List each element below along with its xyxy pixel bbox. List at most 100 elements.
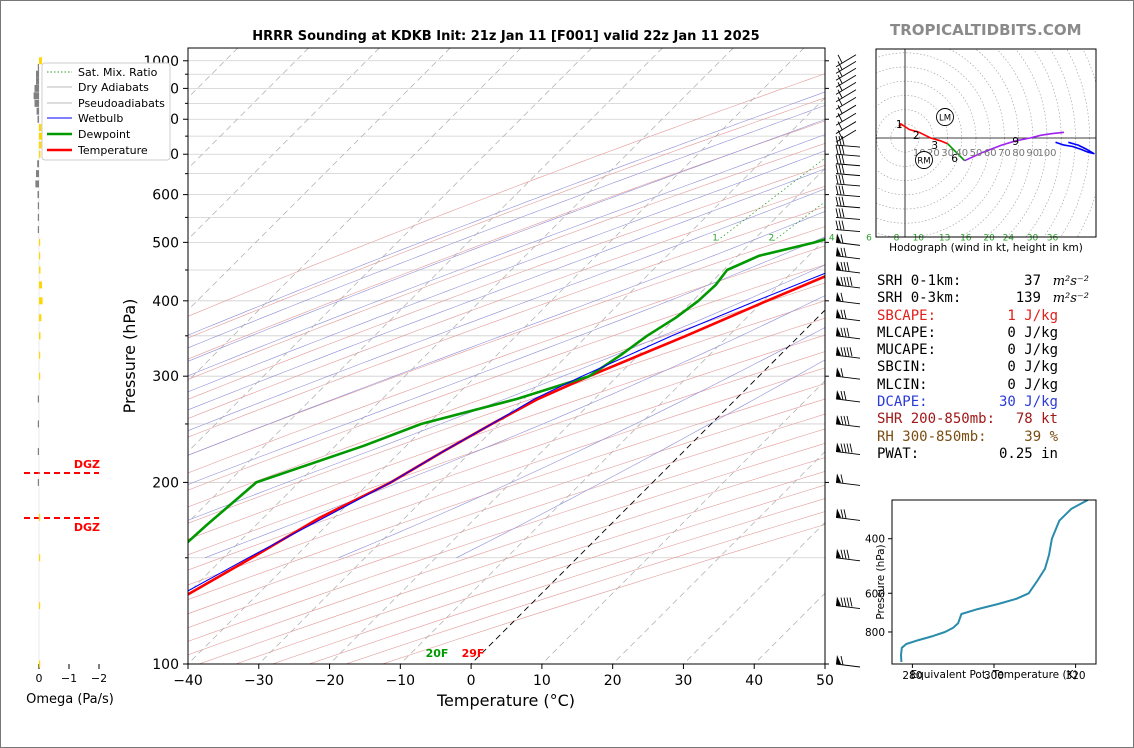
barb-flag bbox=[840, 234, 844, 244]
barb-flag bbox=[837, 89, 843, 98]
parameter-label: SHR 200-850mb: bbox=[877, 411, 996, 428]
storm-motion-marker bbox=[915, 151, 933, 169]
theta-y-tick-label: 800 bbox=[865, 627, 885, 639]
dry-adiabat bbox=[188, 282, 825, 508]
wind-barb bbox=[835, 326, 861, 340]
moist-adiabat bbox=[188, 211, 825, 456]
wind-barb bbox=[835, 260, 861, 274]
barb-flag bbox=[843, 509, 847, 519]
storm-motion-label: LM bbox=[939, 114, 951, 124]
theta-y-tick-label: 600 bbox=[865, 588, 885, 600]
barb-pennant bbox=[836, 246, 841, 256]
hodo-ring-label: 90 bbox=[1026, 148, 1039, 159]
hodograph-caption: Hodograph (wind in kt, height in km) bbox=[889, 242, 1083, 254]
omega-bar bbox=[37, 202, 39, 210]
isotherm bbox=[188, 48, 522, 382]
moist-adiabat bbox=[188, 264, 825, 521]
hodo-trace bbox=[898, 123, 948, 145]
legend-label: Wetbulb bbox=[78, 112, 123, 125]
parameter-label: SBCIN: bbox=[877, 359, 928, 376]
barb-staff bbox=[835, 398, 861, 403]
moist-adiabat bbox=[456, 359, 825, 559]
wind-barb bbox=[835, 61, 857, 74]
barb-flag bbox=[841, 208, 845, 218]
y-tick-label: 100 bbox=[152, 657, 179, 673]
barb-flag bbox=[846, 443, 850, 453]
dgz-label: DGZ bbox=[74, 521, 100, 534]
dry-adiabat bbox=[188, 383, 825, 600]
moist-adiabat bbox=[188, 150, 825, 393]
barb-pennant bbox=[836, 414, 841, 424]
omega-bar bbox=[39, 297, 43, 305]
isotherm bbox=[470, 309, 825, 664]
omega-bar bbox=[39, 351, 41, 359]
barb-flag bbox=[838, 174, 842, 185]
storm-motion-label: RM bbox=[917, 157, 930, 167]
mixing-ratio-label: 16 bbox=[960, 233, 972, 243]
parameter-row: SBCIN: 0 J/kg bbox=[877, 359, 1097, 376]
wind-barbs bbox=[835, 54, 861, 668]
omega-bar bbox=[39, 150, 41, 158]
barb-flag bbox=[843, 597, 847, 607]
barb-staff bbox=[835, 481, 861, 486]
barb-pennant bbox=[836, 367, 841, 377]
theta-e-ticks: 280 300 320 400 600 800 bbox=[865, 534, 1086, 682]
isotherm bbox=[683, 521, 825, 664]
theta-e-ylabel: Pressure (hPa) bbox=[875, 544, 887, 619]
hodo-ring-label: 100 bbox=[1037, 148, 1056, 159]
barb-staff bbox=[835, 144, 861, 148]
hodo-height-label: 6 bbox=[951, 153, 958, 165]
barb-flag bbox=[841, 220, 845, 230]
barb-flag bbox=[841, 135, 845, 146]
wind-barb bbox=[835, 275, 861, 289]
hodo-trace bbox=[1055, 141, 1095, 155]
mixing-ratio-label: 24 bbox=[1003, 233, 1015, 243]
barb-flag bbox=[843, 327, 847, 337]
parameter-value: 139 bbox=[1015, 290, 1041, 307]
barb-staff bbox=[835, 284, 861, 289]
omega-bar bbox=[39, 660, 41, 668]
mixing-ratio-label: 8 bbox=[894, 233, 900, 243]
skewt-ylabel: Pressure (hPa) bbox=[120, 299, 139, 414]
omega-panel: DGZ DGZ 0 −1 −2 Omega (Pa/s) bbox=[24, 57, 114, 707]
mixing-ratio-line bbox=[771, 201, 825, 243]
barb-pennant bbox=[836, 596, 841, 606]
mixing-ratio-line bbox=[1033, 48, 1134, 242]
barb-flag bbox=[837, 68, 843, 77]
dry-adiabat bbox=[188, 164, 825, 400]
barb-flag bbox=[843, 415, 847, 426]
wind-barb bbox=[835, 508, 861, 521]
omega-bar bbox=[37, 226, 39, 234]
parameter-label: MLCAPE: bbox=[877, 324, 937, 341]
dry-adiabat bbox=[188, 398, 825, 615]
omega-bar bbox=[33, 92, 39, 100]
barb-flag bbox=[846, 261, 850, 272]
wind-barb bbox=[835, 121, 857, 134]
mixing-ratio-label: 13 bbox=[939, 233, 950, 243]
omega-tick-label: −1 bbox=[61, 672, 77, 685]
barb-flag bbox=[841, 185, 845, 195]
theta-y-tick-label: 400 bbox=[865, 534, 885, 546]
omega-bar bbox=[39, 602, 41, 610]
hodo-height-label: 1 bbox=[896, 119, 903, 131]
barb-flag bbox=[841, 196, 845, 206]
y-tick-label: 300 bbox=[152, 369, 179, 385]
barb-flag bbox=[837, 97, 843, 106]
surface-dewpoint-label: 20F bbox=[426, 647, 449, 660]
surface-temperature-label: 29F bbox=[462, 647, 485, 660]
barb-flag bbox=[840, 368, 844, 378]
mixing-ratio-line bbox=[918, 48, 1134, 242]
barb-flag bbox=[846, 347, 850, 357]
parameter-value: 0 J/kg bbox=[1007, 342, 1058, 359]
moist-adiabat bbox=[188, 168, 825, 411]
wind-barb bbox=[835, 174, 861, 187]
barb-staff bbox=[835, 173, 861, 177]
skewt-xlabel: Temperature (°C) bbox=[436, 691, 575, 710]
hodo-ring-label: 60 bbox=[984, 148, 997, 159]
barb-flag bbox=[846, 327, 850, 337]
barb-staff bbox=[835, 269, 861, 274]
hodo-trace bbox=[947, 143, 966, 162]
barb-flag bbox=[840, 443, 844, 453]
omega-bar bbox=[37, 420, 39, 428]
series-wetbulb bbox=[188, 272, 825, 592]
